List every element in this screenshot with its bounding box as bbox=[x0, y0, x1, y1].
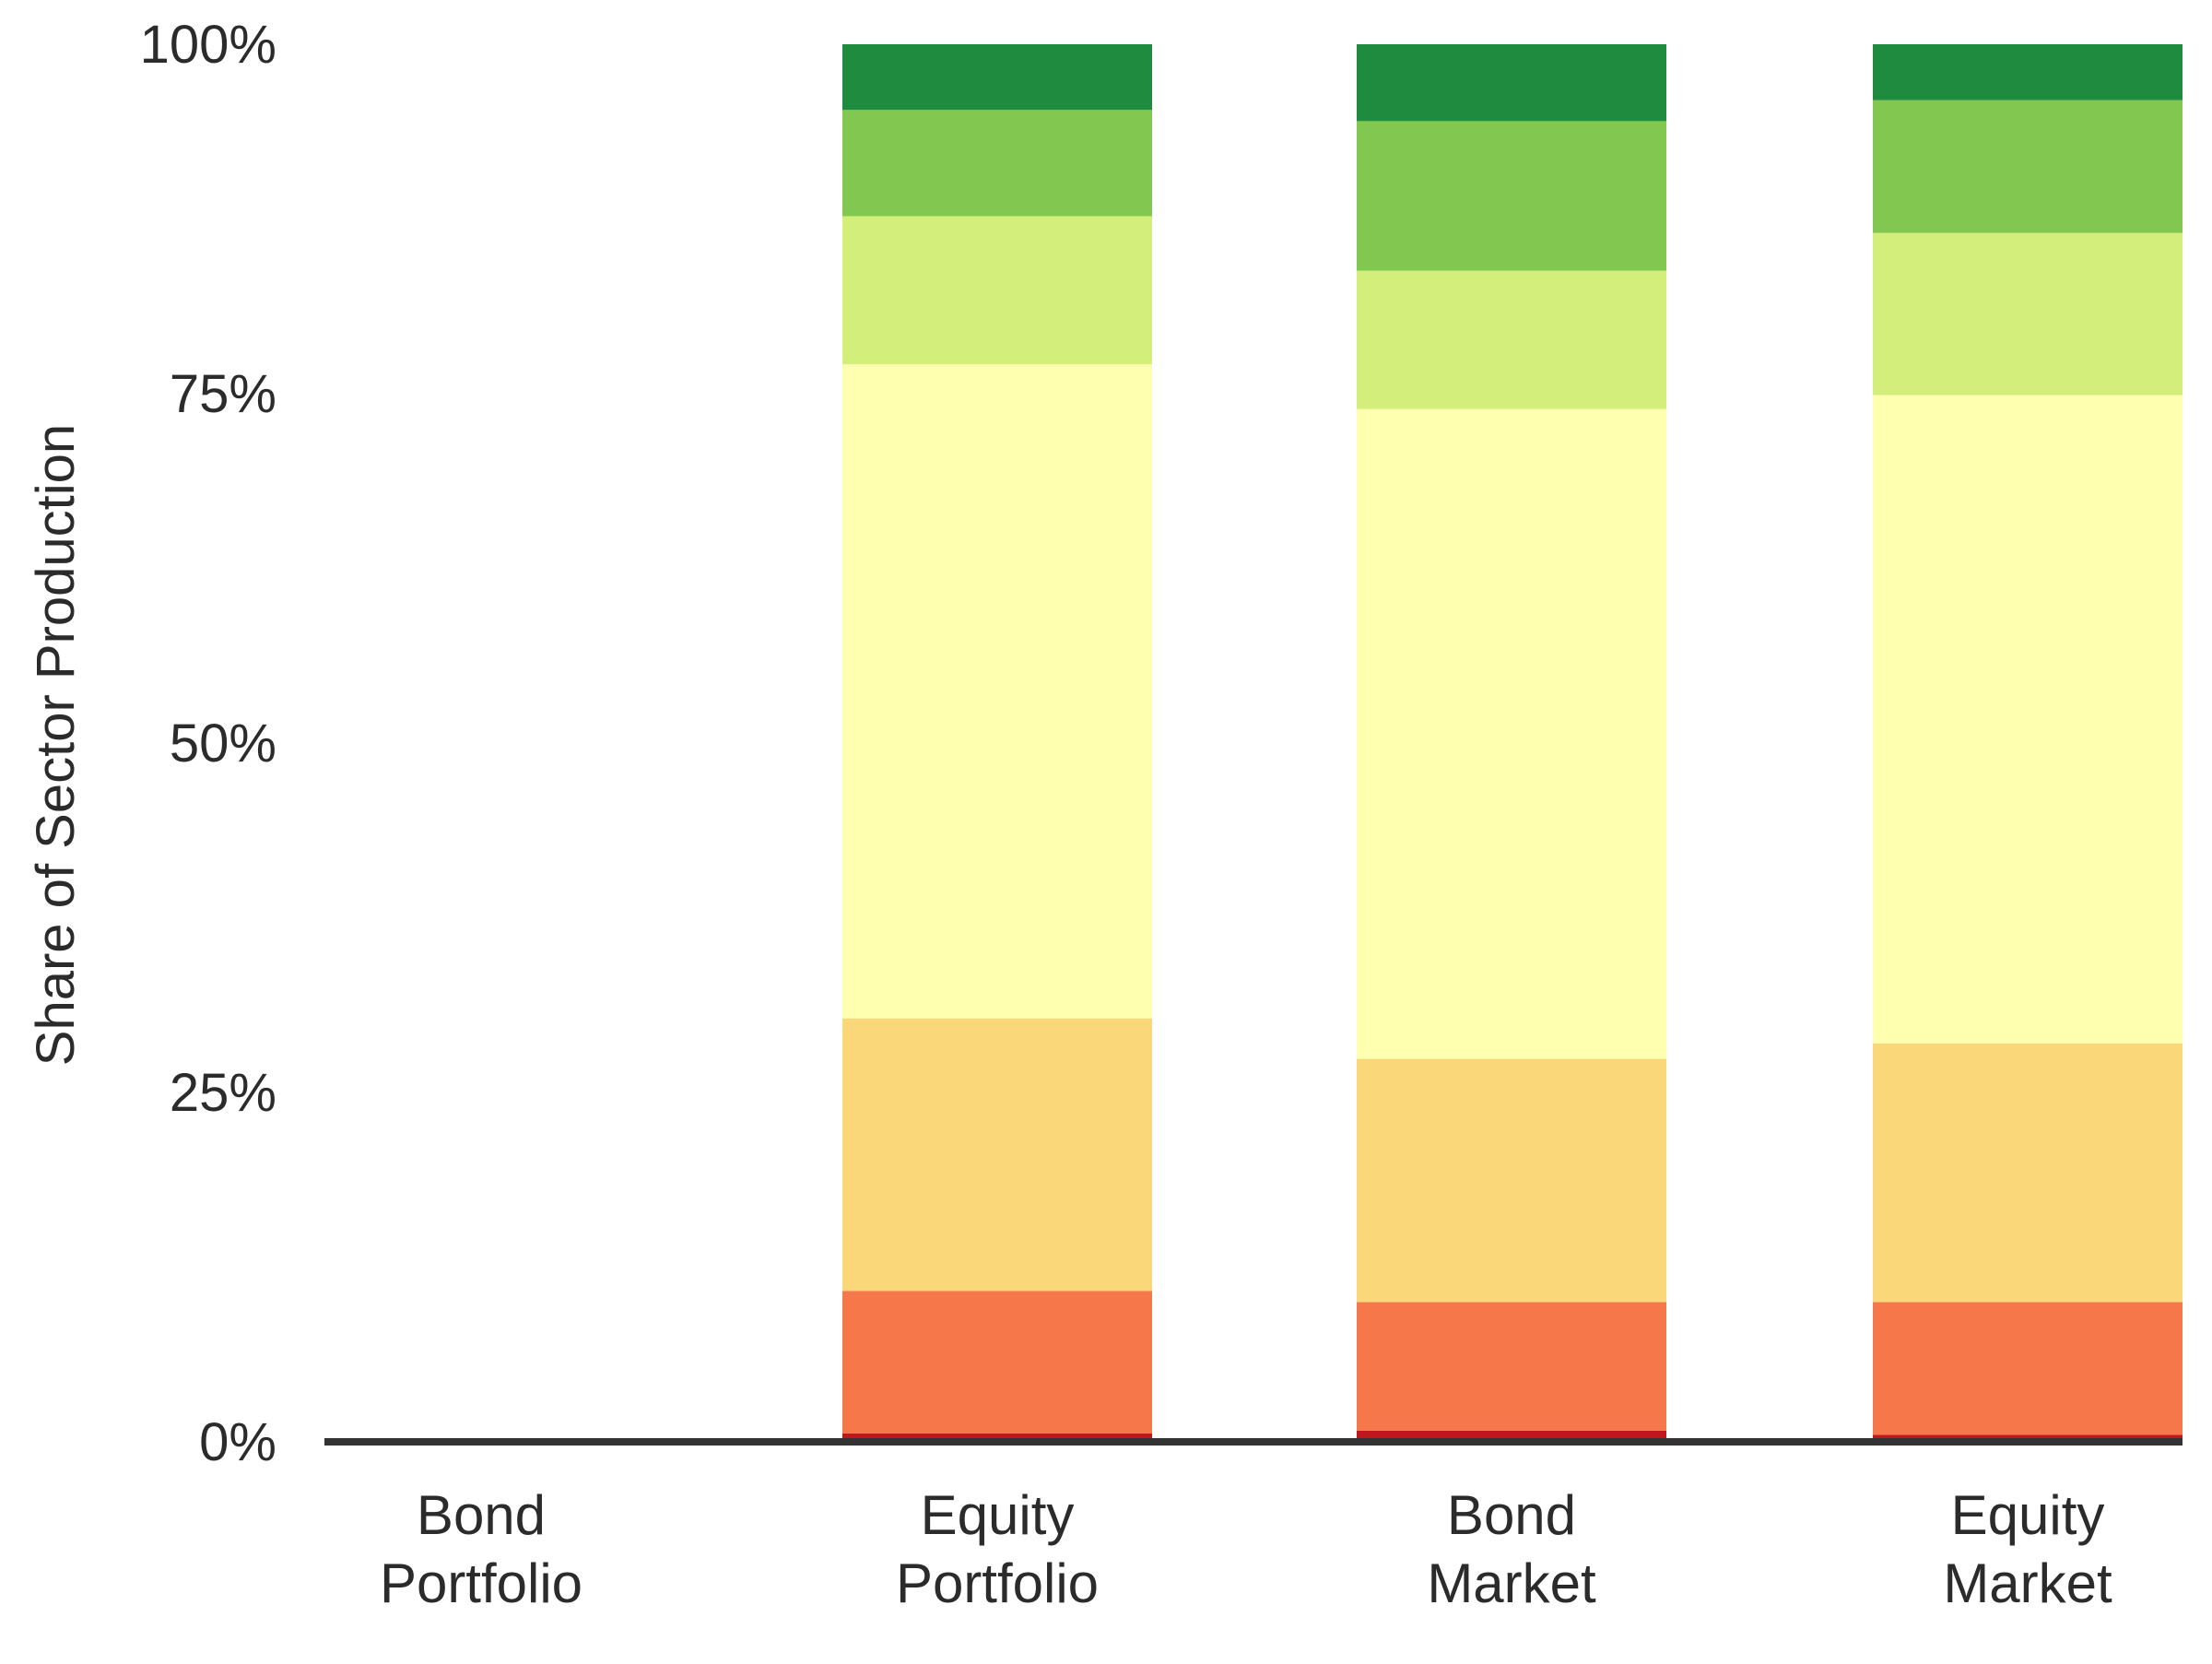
bar-segment-3-7 bbox=[1357, 44, 1666, 122]
y-tick-label: 100% bbox=[140, 15, 276, 75]
y-axis-title: Share of Sector Production bbox=[26, 424, 86, 1066]
x-category-label-line: Equity bbox=[1951, 1484, 2105, 1546]
y-tick-label: 50% bbox=[170, 714, 276, 773]
bars-layer bbox=[842, 44, 2183, 1442]
bar-segment-2-3 bbox=[842, 1018, 1152, 1292]
x-category-label-line: Equity bbox=[921, 1484, 1075, 1546]
x-category-label: Equity Market bbox=[1943, 1484, 2112, 1614]
x-category-label: Equity Portfolio bbox=[896, 1484, 1099, 1614]
bar-segment-3-6 bbox=[1357, 121, 1666, 271]
y-tick-label: 75% bbox=[170, 364, 276, 424]
bar-segment-4-6 bbox=[1873, 100, 2183, 233]
x-category-label: Bond Portfolio bbox=[380, 1484, 582, 1614]
y-tick-label: 0% bbox=[199, 1412, 276, 1472]
bar-segment-2-4 bbox=[842, 364, 1152, 1019]
bar-segment-4-2 bbox=[1873, 1302, 2183, 1435]
bar-segment-4-5 bbox=[1873, 232, 2183, 395]
y-axis-ticks: 0% 25% 50% 75% 100% bbox=[140, 15, 276, 1472]
bar-segment-4-4 bbox=[1873, 395, 2183, 1044]
bar-segment-3-4 bbox=[1357, 408, 1666, 1059]
bar-segment-3-5 bbox=[1357, 270, 1666, 409]
x-category-label-line: Bond bbox=[417, 1484, 546, 1546]
bar-segment-2-1 bbox=[842, 1433, 1152, 1442]
bar-segment-2-6 bbox=[842, 110, 1152, 217]
x-category-label-line: Market bbox=[1943, 1552, 2112, 1614]
bar-segment-4-7 bbox=[1873, 44, 2183, 100]
bar-segment-3-3 bbox=[1357, 1058, 1666, 1303]
y-tick-label: 25% bbox=[170, 1063, 276, 1123]
x-category-label-line: Market bbox=[1427, 1552, 1596, 1614]
bar-segment-2-2 bbox=[842, 1291, 1152, 1434]
x-category-label: Bond Market bbox=[1427, 1484, 1596, 1614]
bar-segment-2-7 bbox=[842, 44, 1152, 111]
bar-segment-4-3 bbox=[1873, 1043, 2183, 1303]
bar-segment-3-2 bbox=[1357, 1302, 1666, 1431]
bar-segment-2-5 bbox=[842, 216, 1152, 365]
x-category-label-line: Portfolio bbox=[896, 1552, 1099, 1614]
x-category-label-line: Portfolio bbox=[380, 1552, 582, 1614]
x-category-label-line: Bond bbox=[1447, 1484, 1576, 1546]
